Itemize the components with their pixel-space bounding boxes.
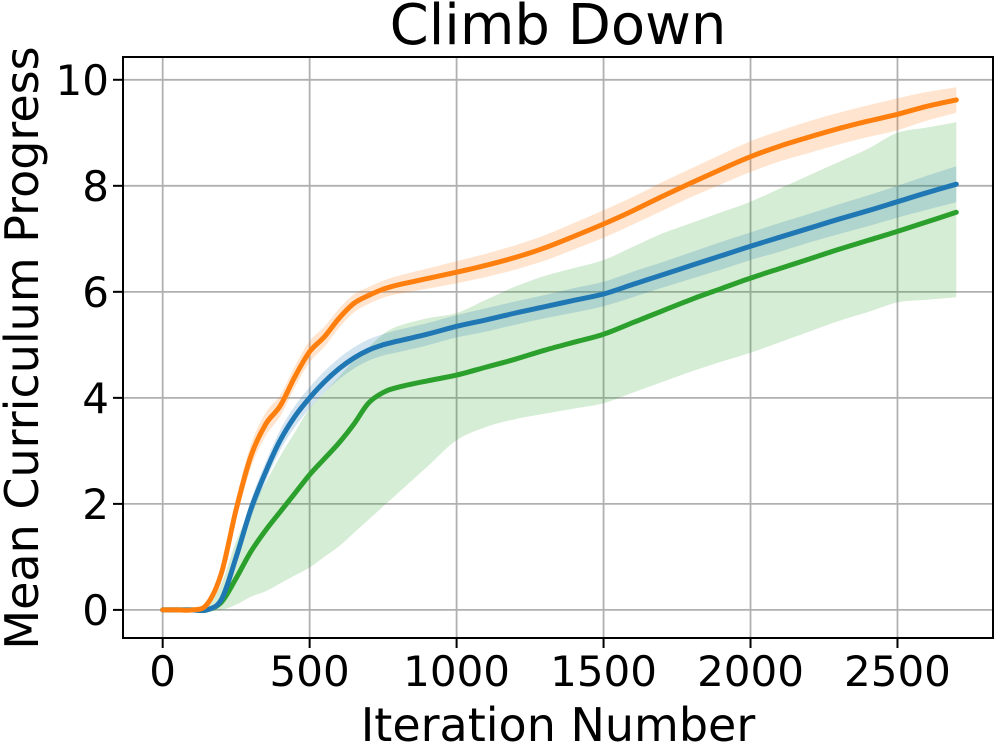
series-line-layer — [160, 97, 959, 614]
x-tick-label: 1500 — [550, 647, 657, 696]
x-tick-label: 500 — [270, 647, 350, 696]
y-tick-label: 6 — [82, 268, 109, 317]
chart-title: Climb Down — [390, 0, 727, 58]
x-tick-label: 2500 — [844, 647, 951, 696]
y-tick-label: 4 — [82, 374, 109, 423]
y-tick-label: 8 — [82, 162, 109, 211]
tick-label-layer: 0 500 1000 1500 2000 2500 0 2 4 6 8 10 — [56, 56, 951, 696]
confidence-band-green — [162, 122, 957, 611]
y-tick-label: 10 — [56, 56, 109, 105]
x-tick-label: 1000 — [403, 647, 510, 696]
confidence-band-orange — [162, 87, 957, 611]
y-axis-label: Mean Curriculum Progress — [0, 46, 49, 649]
series-line-orange — [160, 97, 959, 613]
series-line-green — [160, 209, 959, 613]
x-tick-label: 2000 — [697, 647, 804, 696]
x-axis-label: Iteration Number — [361, 698, 756, 750]
confidence-band-blue — [162, 166, 957, 612]
tick-layer — [113, 78, 899, 648]
plot-border — [122, 56, 994, 639]
y-tick-label: 0 — [82, 586, 109, 635]
y-tick-label: 2 — [82, 480, 109, 529]
series-line-blue — [160, 181, 959, 614]
grid-layer — [123, 57, 993, 638]
confidence-band-layer — [162, 87, 957, 612]
x-tick-label: 0 — [149, 647, 176, 696]
